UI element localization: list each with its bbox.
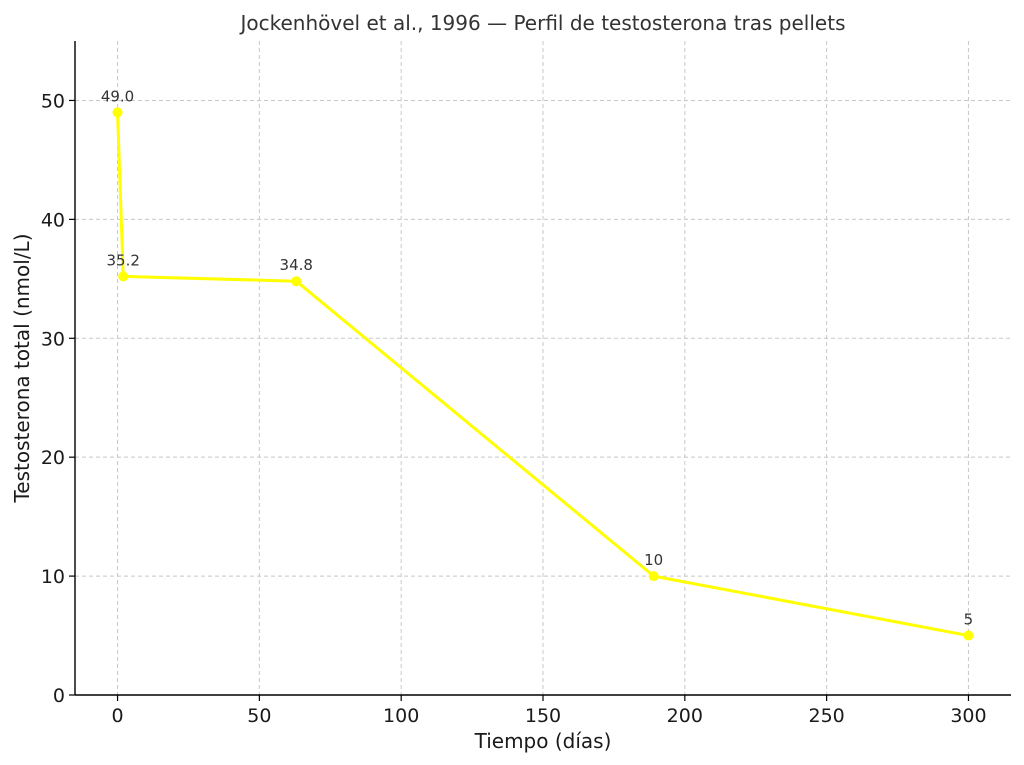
data-point [118,271,129,282]
y-axis-label: Testosterona total (nmol/L) [10,233,34,503]
x-tick-label: 250 [809,705,845,727]
y-tick-label: 50 [41,90,65,112]
data-label: 35.2 [107,251,140,269]
grid [75,41,1011,696]
x-tick-label: 50 [247,705,271,727]
x-axis-label: Tiempo (días) [474,729,612,753]
ticks: 0 50 100 150 200 250 300 0 10 20 30 40 50 [41,90,987,727]
data-point [112,107,123,118]
x-tick-label: 150 [525,705,561,727]
data-label: 10 [644,551,663,569]
series [112,107,974,641]
data-labels: 49.0 35.2 34.8 10 5 [101,87,973,628]
data-point [648,571,659,582]
x-tick-label: 100 [383,705,419,727]
data-point [963,630,974,641]
chart-title: Jockenhövel et al., 1996 — Perfil de tes… [239,11,846,35]
x-tick-label: 200 [667,705,703,727]
data-label: 5 [964,611,974,629]
data-point [291,276,302,287]
y-tick-label: 30 [41,328,65,350]
data-label: 34.8 [280,256,313,274]
x-tick-label: 0 [111,705,123,727]
x-tick-label: 300 [950,705,986,727]
y-tick-label: 10 [41,566,65,588]
y-tick-label: 40 [41,209,65,231]
y-tick-label: 20 [41,447,65,469]
data-label: 49.0 [101,87,134,105]
y-tick-label: 0 [53,685,65,707]
